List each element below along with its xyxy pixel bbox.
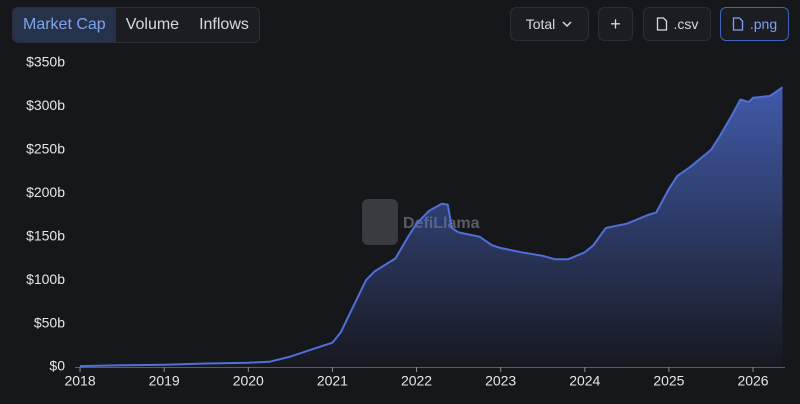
tab[interactable]: Inflows [199, 16, 249, 33]
tab[interactable]: Volume [125, 16, 180, 33]
x-tick-label: 2020 [233, 373, 264, 389]
x-tick-label: 2019 [149, 373, 180, 389]
x-tick-label: 2018 [64, 373, 95, 389]
y-tick-label: $300b [26, 97, 65, 113]
x-tick-label: 2022 [401, 373, 432, 389]
x-tick-label: 2025 [653, 373, 684, 389]
dropdown[interactable]: Total [510, 7, 589, 41]
tab[interactable]: Market Cap [13, 8, 116, 42]
y-tick-label: $250b [26, 141, 65, 157]
y-tick-label: $200b [26, 184, 65, 200]
y-tick-label: $100b [26, 271, 65, 287]
area [80, 87, 783, 368]
file-icon [732, 17, 744, 31]
tab-group: Market Cap Volume Inflows [12, 7, 260, 43]
watermark-logo [362, 199, 398, 245]
csv-button[interactable]: .csv [643, 7, 711, 41]
y-tick-label: $350b [26, 54, 65, 70]
csv-label: .csv [673, 16, 699, 32]
png-label: .png [749, 16, 778, 32]
y-tick-label: $150b [26, 227, 65, 243]
chevron-icon [562, 21, 572, 28]
file-icon [656, 17, 667, 31]
y-tick-label: $50b [34, 314, 65, 330]
add-button[interactable]: + [598, 7, 633, 41]
png-button[interactable]: .png [720, 7, 789, 41]
line [79, 86, 784, 368]
dropdown-label: Total [525, 16, 556, 32]
x-tick-label: 2026 [737, 373, 768, 389]
add-label: + [610, 13, 621, 34]
x-tick-label: 2021 [317, 373, 348, 389]
x-tick-label: 2024 [569, 373, 600, 389]
y-tick-label: $0 [49, 358, 65, 374]
x-tick-label: 2023 [485, 373, 516, 389]
